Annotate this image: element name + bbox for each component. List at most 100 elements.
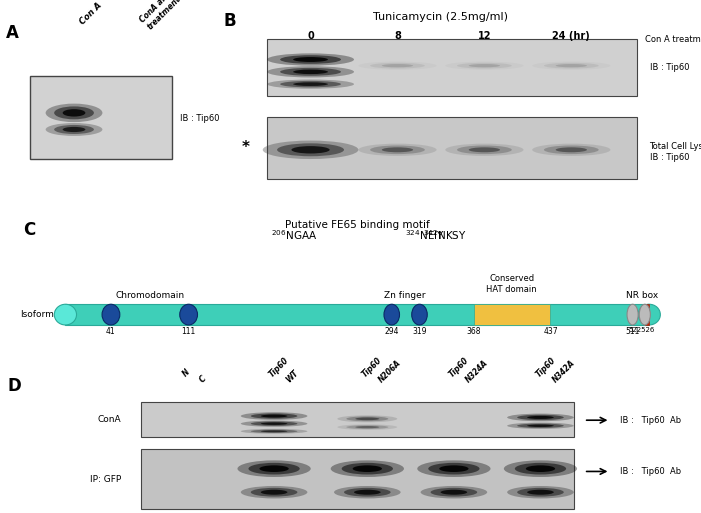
Text: C: C xyxy=(23,222,36,240)
Ellipse shape xyxy=(248,463,300,475)
Ellipse shape xyxy=(277,143,344,156)
Ellipse shape xyxy=(417,460,491,477)
Text: 368: 368 xyxy=(467,327,481,337)
Ellipse shape xyxy=(293,82,328,86)
Ellipse shape xyxy=(179,304,198,325)
Ellipse shape xyxy=(241,486,308,499)
Ellipse shape xyxy=(526,465,555,472)
Text: ConA after PNGase F
treatment: ConA after PNGase F treatment xyxy=(138,0,215,32)
Ellipse shape xyxy=(102,304,120,325)
Text: $^{324}$NEIY: $^{324}$NEIY xyxy=(405,228,445,242)
Text: IP: GFP: IP: GFP xyxy=(90,475,121,484)
Text: ConA: ConA xyxy=(97,415,121,424)
Ellipse shape xyxy=(261,415,287,418)
Bar xyxy=(474,304,550,325)
Ellipse shape xyxy=(527,416,554,419)
Text: IB :   Tip60  Ab: IB : Tip60 Ab xyxy=(620,416,681,425)
Ellipse shape xyxy=(469,64,500,67)
Ellipse shape xyxy=(331,460,404,477)
Text: A: A xyxy=(6,24,19,42)
Ellipse shape xyxy=(384,304,400,325)
Ellipse shape xyxy=(293,70,328,74)
Ellipse shape xyxy=(440,465,468,472)
Ellipse shape xyxy=(292,146,329,153)
Text: Zn finger: Zn finger xyxy=(384,291,426,300)
Bar xyxy=(141,402,574,437)
Ellipse shape xyxy=(457,63,512,69)
Ellipse shape xyxy=(441,490,468,495)
Text: NR box: NR box xyxy=(627,291,659,300)
Ellipse shape xyxy=(527,490,554,495)
Text: IB : Tip60: IB : Tip60 xyxy=(180,114,219,123)
Text: 511: 511 xyxy=(625,327,640,337)
Text: IB :   Tip60  Ab: IB : Tip60 Ab xyxy=(620,467,681,476)
Text: D: D xyxy=(8,377,22,395)
Ellipse shape xyxy=(445,144,524,156)
Text: 437: 437 xyxy=(543,327,558,337)
Text: Conserved
HAT domain: Conserved HAT domain xyxy=(486,274,537,294)
Ellipse shape xyxy=(532,62,611,70)
Ellipse shape xyxy=(337,416,397,422)
Ellipse shape xyxy=(54,125,94,134)
Ellipse shape xyxy=(382,64,413,67)
Ellipse shape xyxy=(358,144,437,156)
Ellipse shape xyxy=(515,463,566,475)
Ellipse shape xyxy=(353,465,382,472)
Bar xyxy=(65,304,649,325)
Ellipse shape xyxy=(517,424,564,428)
Ellipse shape xyxy=(251,422,297,426)
Text: 319: 319 xyxy=(412,327,427,337)
Text: N: N xyxy=(181,368,192,379)
Ellipse shape xyxy=(430,488,477,497)
Ellipse shape xyxy=(445,62,524,70)
Ellipse shape xyxy=(639,304,651,325)
Ellipse shape xyxy=(428,463,479,475)
Text: N342A: N342A xyxy=(550,358,577,384)
Ellipse shape xyxy=(517,415,564,420)
Ellipse shape xyxy=(280,68,341,76)
Text: 12: 12 xyxy=(477,31,491,41)
Ellipse shape xyxy=(46,104,102,122)
Ellipse shape xyxy=(334,486,401,499)
Text: 522526: 522526 xyxy=(628,327,655,333)
Ellipse shape xyxy=(508,486,574,499)
Ellipse shape xyxy=(411,304,428,325)
Ellipse shape xyxy=(251,429,297,433)
Text: 294: 294 xyxy=(384,327,399,337)
Text: 8: 8 xyxy=(394,31,401,41)
Ellipse shape xyxy=(344,488,390,497)
Ellipse shape xyxy=(241,421,308,427)
Ellipse shape xyxy=(556,64,587,67)
Text: 0: 0 xyxy=(307,31,314,41)
Ellipse shape xyxy=(54,106,94,120)
Ellipse shape xyxy=(508,423,574,429)
Text: WT: WT xyxy=(284,368,300,384)
Text: N324A: N324A xyxy=(464,358,490,384)
Text: N206A: N206A xyxy=(377,358,404,384)
Ellipse shape xyxy=(358,62,437,70)
Ellipse shape xyxy=(354,490,381,495)
Ellipse shape xyxy=(469,147,500,152)
Text: Tip60: Tip60 xyxy=(534,356,557,379)
Text: Con A: Con A xyxy=(78,1,104,26)
Bar xyxy=(267,39,637,96)
Ellipse shape xyxy=(267,53,354,66)
Ellipse shape xyxy=(355,426,379,428)
Ellipse shape xyxy=(251,413,297,419)
Ellipse shape xyxy=(544,146,599,154)
Ellipse shape xyxy=(556,147,587,152)
Ellipse shape xyxy=(238,460,311,477)
Text: *: * xyxy=(241,140,250,155)
Ellipse shape xyxy=(267,66,354,77)
Ellipse shape xyxy=(259,465,289,472)
Ellipse shape xyxy=(261,422,287,425)
Bar xyxy=(31,76,172,159)
Ellipse shape xyxy=(261,430,287,432)
Text: C: C xyxy=(198,374,208,384)
Ellipse shape xyxy=(341,463,393,475)
Ellipse shape xyxy=(241,412,308,420)
Text: Tip60: Tip60 xyxy=(447,356,470,379)
Text: Chromodomain: Chromodomain xyxy=(115,291,184,300)
Ellipse shape xyxy=(527,424,554,427)
Ellipse shape xyxy=(457,146,512,154)
